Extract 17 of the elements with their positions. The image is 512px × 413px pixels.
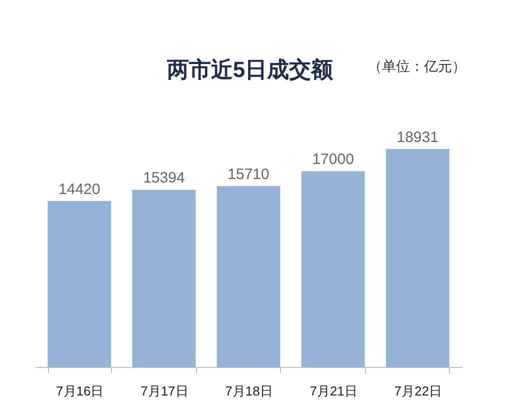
x-tick-label: 7月16日 [56, 384, 104, 398]
data-label: 14420 [58, 180, 100, 198]
x-tick-label: 7月17日 [140, 384, 188, 398]
bar [216, 186, 280, 367]
data-label: 17000 [312, 151, 354, 168]
data-label: 18931 [396, 129, 438, 146]
bar [386, 149, 450, 367]
x-tick-label: 7月22日 [394, 384, 442, 398]
x-tick-label: 7月21日 [310, 384, 358, 398]
x-tick-label: 7月18日 [225, 384, 273, 398]
bar [48, 200, 112, 367]
chart-title: 两市近5日成交额 [166, 57, 334, 82]
bar [132, 190, 196, 367]
chart-subtitle: （单位：亿元） [368, 58, 466, 76]
data-label: 15394 [143, 170, 185, 187]
bar [301, 171, 365, 367]
data-label: 15710 [228, 166, 270, 184]
